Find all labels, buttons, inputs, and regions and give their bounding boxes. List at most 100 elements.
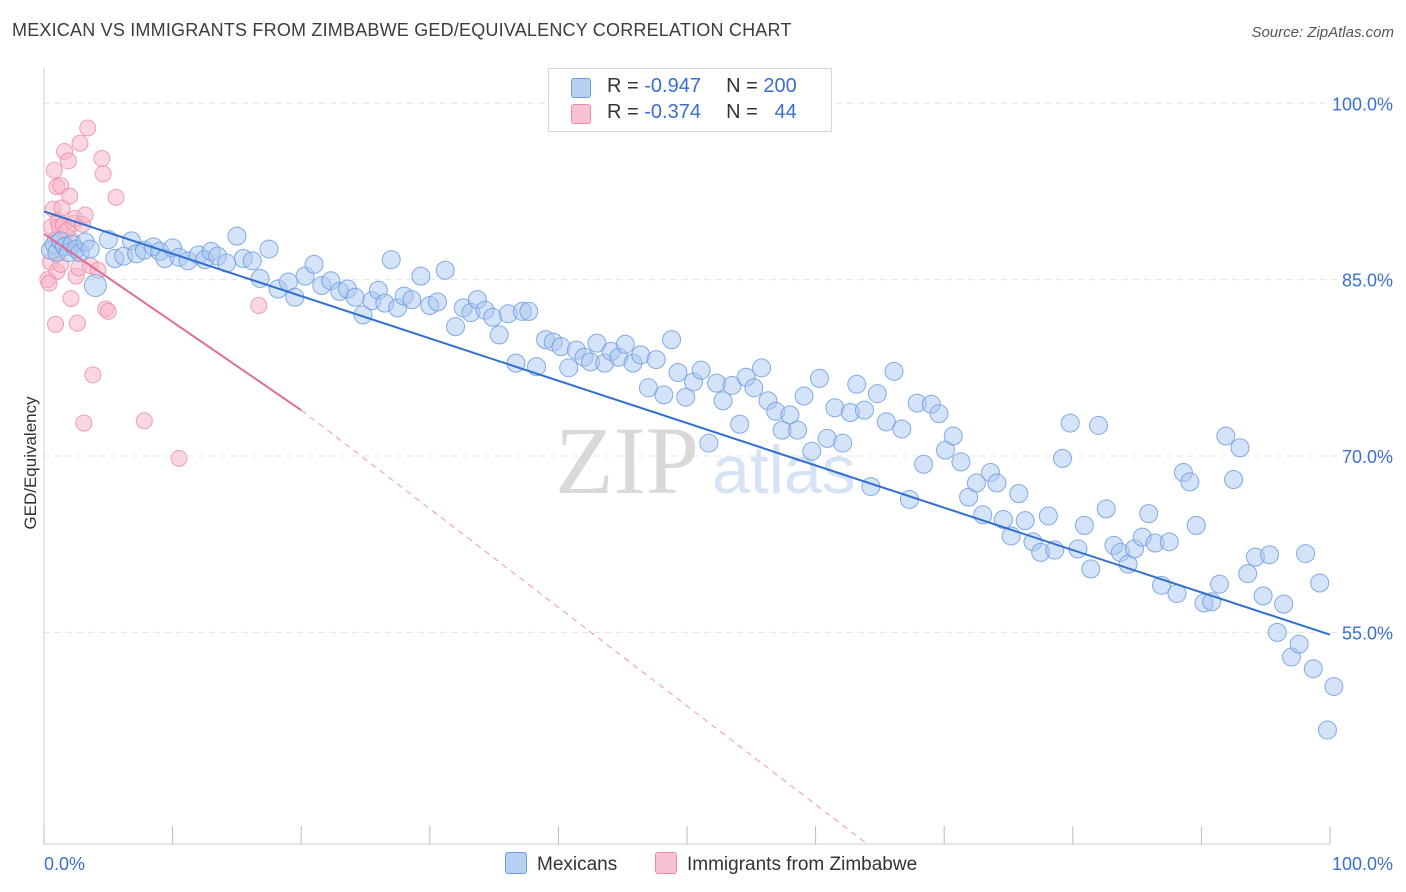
data-point-mexicans (662, 330, 682, 350)
data-point-mexicans (833, 433, 853, 453)
data-point-mexicans (1274, 594, 1294, 614)
data-point-mexicans (699, 433, 719, 453)
data-point-zimbabwe (79, 119, 97, 137)
data-point-mexicans (402, 290, 422, 310)
data-point-mexicans (929, 404, 949, 424)
data-point-mexicans (615, 334, 635, 354)
data-point-zimbabwe (135, 412, 153, 430)
data-point-mexicans (1289, 634, 1309, 654)
data-point-mexicans (80, 239, 100, 259)
tick-labels: 55.0% 70.0% 85.0% 100.0% 0.0% 100.0% (44, 94, 1393, 874)
bottom-legend-mexicans: Mexicans (505, 852, 617, 876)
series-mexicans-points (40, 226, 1344, 740)
data-point-mexicans (892, 419, 912, 439)
data-point-zimbabwe (62, 289, 80, 307)
data-point-mexicans (1186, 515, 1206, 535)
data-point-zimbabwe (93, 150, 111, 168)
data-point-mexicans (1159, 532, 1179, 552)
legend-n-label: N = (726, 75, 764, 97)
legend-swatch-pink (571, 104, 591, 124)
bottom-legend-swatch-blue (505, 852, 527, 874)
data-point-mexicans (993, 509, 1013, 529)
data-point-mexicans (1230, 438, 1250, 458)
correlation-legend: R = -0.947 N = 200 R = -0.374 N = 44 (548, 68, 832, 132)
data-point-mexicans (1081, 559, 1101, 579)
data-point-zimbabwe (99, 302, 117, 320)
data-point-zimbabwe (59, 152, 77, 170)
legend-r-label: R = (607, 75, 645, 97)
data-point-mexicans (1053, 448, 1073, 468)
data-point-mexicans (1253, 586, 1273, 606)
data-point-mexicans (788, 420, 808, 440)
y-tick-label: 55.0% (1342, 623, 1393, 643)
data-point-mexicans (1209, 574, 1229, 594)
x-tick-label: 100.0% (1332, 854, 1393, 874)
legend-n-value: 44 (763, 101, 797, 123)
trend-line-mexicans (43, 210, 1331, 636)
y-tick-label: 100.0% (1332, 94, 1393, 114)
bottom-legend-swatch-pink (655, 852, 677, 874)
data-point-mexicans (744, 378, 764, 398)
data-point-mexicans (1180, 472, 1200, 492)
x-tick-label: 0.0% (44, 854, 85, 874)
data-point-zimbabwe (68, 314, 86, 332)
data-point-mexicans (780, 405, 800, 425)
data-point-mexicans (483, 307, 503, 327)
data-point-mexicans (519, 301, 539, 321)
data-point-mexicans (1310, 573, 1330, 593)
data-point-mexicans (435, 260, 455, 280)
data-point-mexicans (1009, 484, 1029, 504)
data-point-mexicans (794, 386, 814, 406)
data-point-mexicans (446, 317, 466, 337)
data-point-mexicans (1224, 470, 1244, 490)
data-point-mexicans (381, 250, 401, 270)
watermark-zip: ZIP (555, 407, 699, 514)
data-point-mexicans (951, 452, 971, 472)
data-point-mexicans (914, 454, 934, 474)
legend-n-value: 200 (763, 75, 797, 97)
data-point-mexicans (1015, 511, 1035, 531)
data-point-zimbabwe (71, 134, 89, 152)
bottom-legend-zimbabwe: Immigrants from Zimbabwe (655, 852, 917, 876)
data-point-mexicans (638, 378, 658, 398)
data-point-mexicans (587, 333, 607, 353)
chart-title: MEXICAN VS IMMIGRANTS FROM ZIMBABWE GED/… (12, 20, 792, 40)
trend-lines (43, 210, 1331, 845)
data-point-zimbabwe (107, 188, 125, 206)
bottom-legend-label: Mexicans (537, 854, 618, 875)
data-point-mexicans (259, 239, 279, 259)
y-tick-label: 85.0% (1342, 271, 1393, 291)
data-point-mexicans (227, 226, 247, 246)
data-point-mexicans (489, 325, 509, 345)
data-point-mexicans (691, 360, 711, 380)
data-point-mexicans (722, 375, 742, 395)
bottom-legend-label: Immigrants from Zimbabwe (687, 854, 918, 875)
data-point-mexicans (345, 287, 365, 307)
data-point-zimbabwe (40, 274, 58, 292)
data-point-mexicans (559, 358, 579, 378)
data-point-zimbabwe (94, 165, 112, 183)
legend-r-value: -0.374 (644, 101, 701, 123)
data-point-mexicans (411, 266, 431, 286)
data-point-mexicans (847, 374, 867, 394)
data-point-mexicans (242, 251, 262, 271)
data-point-zimbabwe (61, 187, 79, 205)
data-point-mexicans (646, 350, 666, 370)
data-point-mexicans (884, 361, 904, 381)
data-point-mexicans (1238, 564, 1258, 584)
data-point-mexicans (1139, 504, 1159, 524)
trend-line-zimbabwe (43, 232, 302, 411)
data-point-mexicans (1060, 413, 1080, 433)
data-point-zimbabwe (250, 297, 268, 315)
data-point-mexicans (551, 337, 571, 357)
data-point-mexicans (1260, 545, 1280, 565)
data-point-mexicans (1317, 720, 1337, 740)
data-point-mexicans (98, 230, 118, 250)
data-point-zimbabwe (47, 315, 65, 333)
data-point-mexicans (854, 400, 874, 420)
data-point-mexicans (752, 358, 772, 378)
y-tick-label: 70.0% (1342, 447, 1393, 467)
data-point-mexicans (867, 384, 887, 404)
data-point-mexicans (676, 387, 696, 407)
